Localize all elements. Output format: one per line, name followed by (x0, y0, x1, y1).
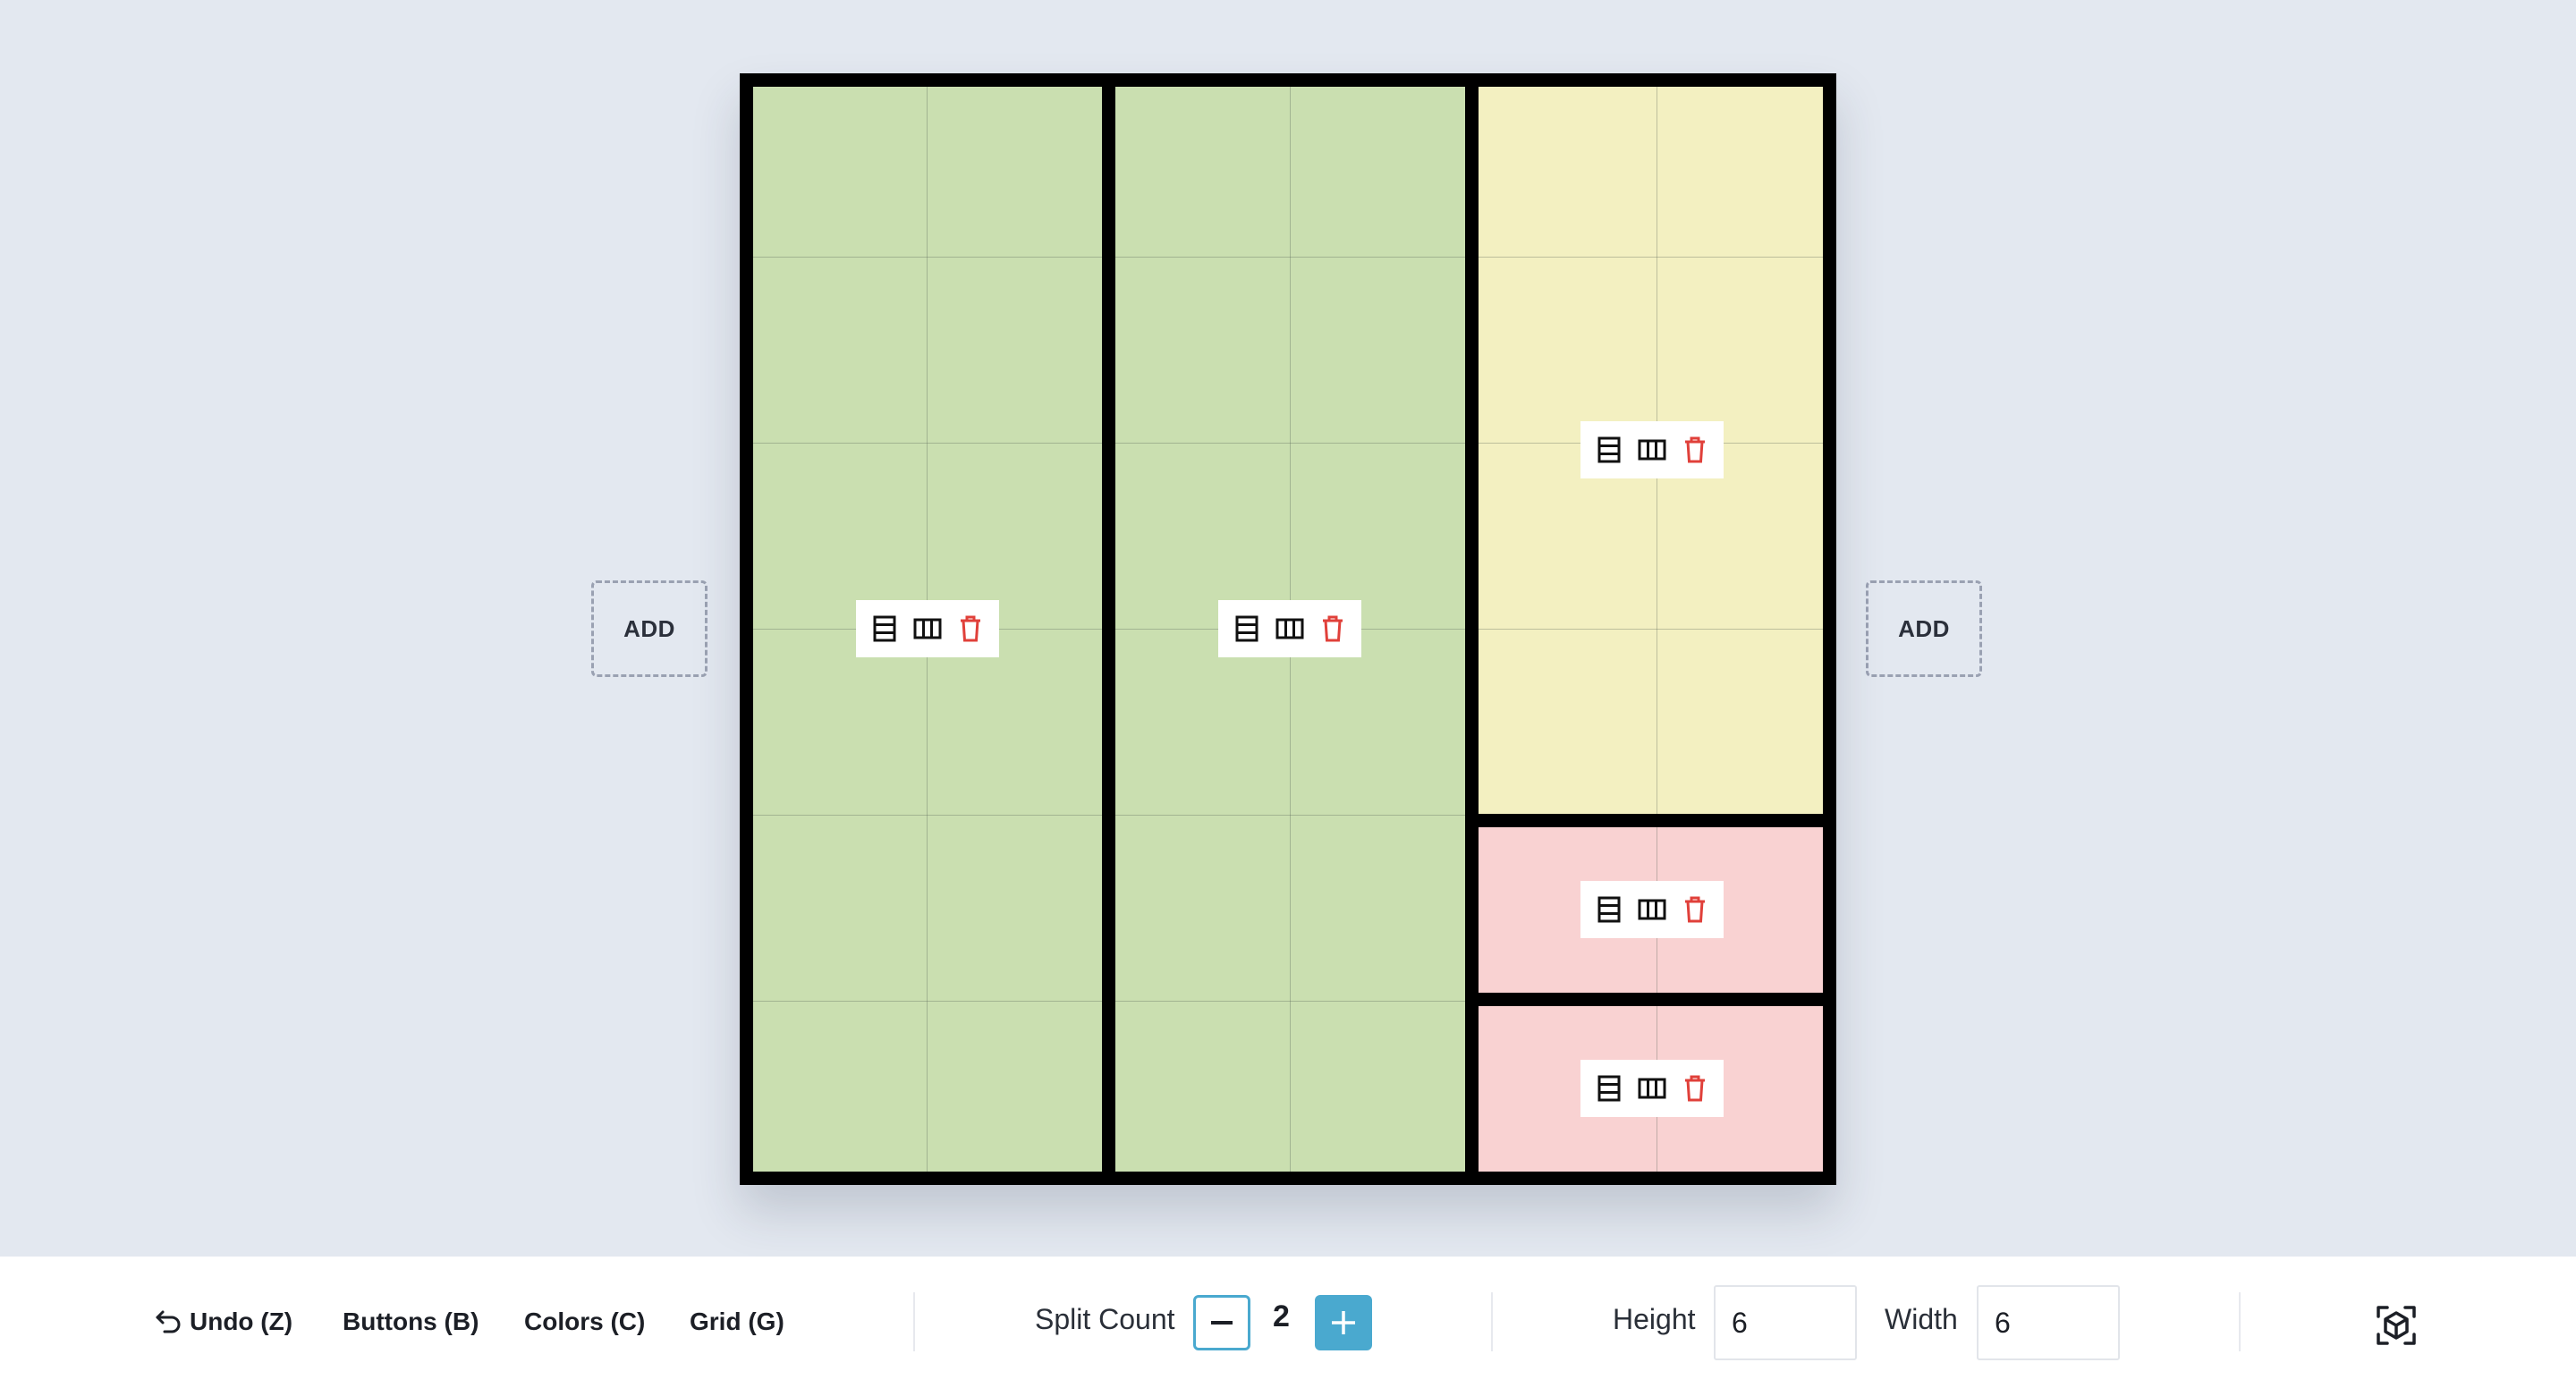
add-right-button[interactable]: ADD (1866, 580, 1982, 677)
split-count-increment-button[interactable] (1315, 1295, 1372, 1350)
grid-toggle[interactable]: Grid (G) (690, 1299, 784, 1344)
split-rows-icon[interactable] (1595, 895, 1623, 924)
colors-label: Colors (C) (524, 1308, 646, 1335)
width-label: Width (1885, 1303, 1958, 1335)
trash-icon[interactable] (1681, 436, 1709, 464)
split-count-decrement-button[interactable] (1193, 1295, 1250, 1350)
divider (1491, 1292, 1493, 1351)
split-columns-icon[interactable] (913, 614, 942, 643)
panel-column-3-top[interactable] (1479, 87, 1823, 814)
undo-button[interactable]: Undo (Z) (154, 1299, 292, 1344)
panel-toolbox (1580, 1060, 1724, 1117)
grid-label: Grid (G) (690, 1308, 784, 1335)
height-input[interactable] (1714, 1285, 1857, 1360)
plus-icon (1332, 1311, 1355, 1334)
panel-toolbox (856, 600, 999, 657)
split-count-value: 2 (1273, 1299, 1290, 1333)
minus-icon (1211, 1321, 1233, 1325)
layout-board (740, 73, 1836, 1185)
split-columns-icon[interactable] (1275, 614, 1304, 643)
panel-toolbox (1580, 881, 1724, 938)
undo-label: Undo (Z) (190, 1308, 293, 1335)
panel-toolbox (1580, 421, 1724, 478)
colors-toggle[interactable]: Colors (C) (524, 1299, 645, 1344)
trash-icon[interactable] (956, 614, 985, 643)
height-label: Height (1613, 1303, 1696, 1335)
split-count-label: Split Count (1035, 1303, 1175, 1335)
buttons-label: Buttons (B) (343, 1308, 479, 1335)
cube-scan-icon (2377, 1306, 2416, 1345)
trash-icon[interactable] (1681, 895, 1709, 924)
divider (913, 1292, 915, 1351)
divider (2239, 1292, 2241, 1351)
trash-icon[interactable] (1318, 614, 1347, 643)
bottom-toolbar: Undo (Z) Buttons (B) Colors (C) Grid (G)… (0, 1257, 2576, 1388)
undo-icon (156, 1310, 181, 1333)
panel-column-1[interactable] (753, 87, 1102, 1172)
split-rows-icon[interactable] (1595, 436, 1623, 464)
split-columns-icon[interactable] (1638, 436, 1666, 464)
split-columns-icon[interactable] (1638, 895, 1666, 924)
split-rows-icon[interactable] (1595, 1074, 1623, 1103)
buttons-toggle[interactable]: Buttons (B) (343, 1299, 479, 1344)
canvas-area: ADD ADD (591, 73, 1982, 1185)
panel-column-3-bottom[interactable] (1479, 1006, 1823, 1172)
panel-column-3-middle[interactable] (1479, 827, 1823, 993)
split-rows-icon[interactable] (1233, 614, 1261, 643)
add-left-button[interactable]: ADD (591, 580, 708, 677)
width-input[interactable] (1977, 1285, 2120, 1360)
view-3d-button[interactable] (2375, 1304, 2418, 1347)
trash-icon[interactable] (1681, 1074, 1709, 1103)
split-columns-icon[interactable] (1638, 1074, 1666, 1103)
panel-column-2[interactable] (1115, 87, 1465, 1172)
split-rows-icon[interactable] (870, 614, 899, 643)
panel-toolbox (1218, 600, 1361, 657)
